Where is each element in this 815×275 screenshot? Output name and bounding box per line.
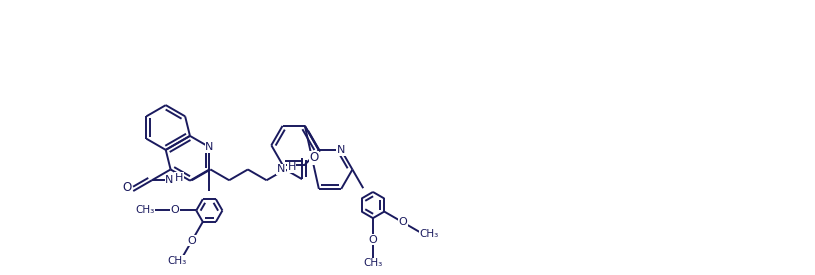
Text: CH₃: CH₃ bbox=[419, 229, 438, 239]
Text: O: O bbox=[368, 235, 377, 245]
Text: N: N bbox=[277, 164, 285, 174]
Text: O: O bbox=[170, 205, 179, 216]
Text: H: H bbox=[175, 173, 183, 183]
Text: N: N bbox=[205, 142, 214, 152]
Text: CH₃: CH₃ bbox=[363, 258, 382, 268]
Text: CH₃: CH₃ bbox=[135, 205, 155, 216]
Text: N: N bbox=[337, 145, 346, 155]
Text: H: H bbox=[288, 162, 296, 172]
Text: O: O bbox=[399, 217, 408, 227]
Text: O: O bbox=[187, 235, 196, 246]
Text: CH₃: CH₃ bbox=[168, 256, 187, 266]
Text: O: O bbox=[310, 151, 319, 164]
Text: N: N bbox=[165, 175, 174, 185]
Text: O: O bbox=[122, 181, 132, 194]
